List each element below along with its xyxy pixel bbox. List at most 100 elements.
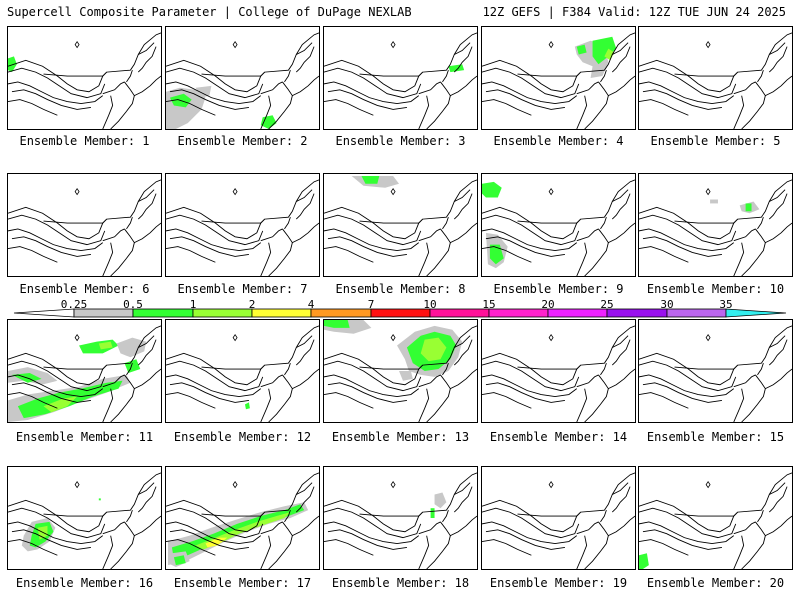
colorbar-tick-label: 7 [367, 298, 375, 311]
ensemble-member-label: Ensemble Member: 12 [173, 430, 312, 444]
scp-shaded-area [324, 320, 350, 328]
base-map [166, 472, 319, 569]
colorbar-tick-label: 20 [541, 298, 555, 311]
scp-shaded-area [8, 56, 17, 73]
colorbar-bin [606, 308, 668, 318]
ensemble-member-label: Ensemble Member: 15 [646, 430, 785, 444]
colorbar-tick-label: 10 [423, 298, 437, 311]
ensemble-member-label: Ensemble Member: 10 [646, 282, 785, 296]
map-title: Supercell Composite Parameter | College … [7, 5, 412, 19]
scp-shaded-area [489, 244, 504, 265]
ensemble-map-panel [638, 173, 793, 277]
ensemble-map-panel [323, 319, 478, 423]
ensemble-map-panel [7, 466, 162, 570]
ensemble-member-label: Ensemble Member: 11 [15, 430, 154, 444]
ensemble-map-panel [323, 26, 478, 130]
ensemble-map-panel [7, 26, 162, 130]
scp-shaded-area [592, 36, 617, 65]
ensemble-member-label: Ensemble Member: 19 [489, 576, 628, 590]
model-valid-time: 12Z GEFS | F384 Valid: 12Z TUE JUN 24 20… [482, 5, 786, 19]
ensemble-member-label: Ensemble Member: 8 [335, 282, 466, 296]
base-map [324, 32, 477, 129]
scp-shaded-area [79, 339, 119, 354]
scp-shaded-area [205, 537, 228, 548]
ensemble-map-panel [165, 173, 320, 277]
ensemble-map-panel [638, 466, 793, 570]
base-map [482, 179, 635, 276]
scp-shaded-area [124, 359, 141, 373]
colorbar-bin [370, 308, 431, 318]
base-map [166, 179, 319, 276]
scp-shaded-area [745, 203, 752, 212]
base-map [166, 32, 319, 129]
scp-shaded-area [576, 44, 587, 55]
base-map [639, 179, 792, 276]
colorbar [13, 308, 787, 318]
base-map [482, 32, 635, 129]
base-map [8, 472, 161, 569]
scp-shaded-area [195, 85, 212, 98]
ensemble-map-panel [323, 466, 478, 570]
scp-shaded-area [244, 402, 250, 410]
ensemble-member-label: Ensemble Member: 13 [331, 430, 470, 444]
ensemble-map-panel [481, 466, 636, 570]
base-map [166, 325, 319, 422]
ensemble-member-label: Ensemble Member: 16 [15, 576, 154, 590]
colorbar-tick-label: 2 [248, 298, 256, 311]
base-map [482, 325, 635, 422]
ensemble-map-panel [481, 173, 636, 277]
scp-shaded-area [430, 508, 435, 518]
colorbar-tick-label: 0.25 [60, 298, 88, 311]
base-map [639, 472, 792, 569]
scp-shaded-area [604, 48, 615, 61]
scp-shaded-area [420, 337, 447, 362]
ensemble-map-panel [481, 26, 636, 130]
base-map [324, 320, 477, 422]
scp-shaded-area [260, 115, 277, 129]
ensemble-member-label: Ensemble Member: 2 [177, 134, 308, 148]
colorbar-tick-label: 30 [660, 298, 674, 311]
ensemble-member-label: Ensemble Member: 4 [493, 134, 624, 148]
colorbar-bin [310, 308, 372, 318]
colorbar-bin [547, 308, 608, 318]
ensemble-map-panel [7, 173, 162, 277]
colorbar-bin [251, 308, 312, 318]
scp-shaded-area [710, 199, 718, 204]
ensemble-member-label: Ensemble Member: 18 [331, 576, 470, 590]
ensemble-member-label: Ensemble Member: 9 [493, 282, 624, 296]
base-map [324, 175, 477, 276]
scp-shaded-area [639, 553, 649, 569]
scp-shaded-area [173, 555, 186, 566]
colorbar-tick-label: 25 [600, 298, 614, 311]
ensemble-member-label: Ensemble Member: 6 [19, 282, 150, 296]
colorbar-tick-label: 1 [189, 298, 197, 311]
ensemble-member-label: Ensemble Member: 3 [335, 134, 466, 148]
base-map [324, 472, 477, 569]
base-map [8, 179, 161, 276]
ensemble-member-label: Ensemble Member: 20 [646, 576, 785, 590]
ensemble-map-panel [165, 26, 320, 130]
scp-shaded-area [361, 175, 380, 184]
colorbar-tick-label: 15 [482, 298, 496, 311]
ensemble-map-panel [165, 466, 320, 570]
scp-shaded-area [98, 498, 101, 501]
scp-shaded-area [116, 337, 147, 358]
ensemble-member-label: Ensemble Member: 14 [489, 430, 628, 444]
base-map [8, 325, 161, 422]
scp-shaded-area [434, 492, 447, 509]
colorbar-bin [192, 308, 253, 318]
colorbar-tick-label: 35 [719, 298, 733, 311]
colorbar-tick-label: 4 [307, 298, 315, 311]
colorbar-tick-label: 0.5 [123, 298, 143, 311]
ensemble-member-label: Ensemble Member: 5 [650, 134, 781, 148]
colorbar-bin [725, 308, 787, 318]
ensemble-member-label: Ensemble Member: 1 [19, 134, 150, 148]
colorbar-bin [488, 308, 549, 318]
ensemble-map-panel [638, 319, 793, 423]
colorbar-bin [429, 308, 490, 318]
ensemble-map-panel [7, 319, 162, 423]
scp-shaded-area [399, 371, 413, 381]
ensemble-map-panel [638, 26, 793, 130]
scp-shaded-area [448, 64, 465, 73]
base-map [639, 32, 792, 129]
